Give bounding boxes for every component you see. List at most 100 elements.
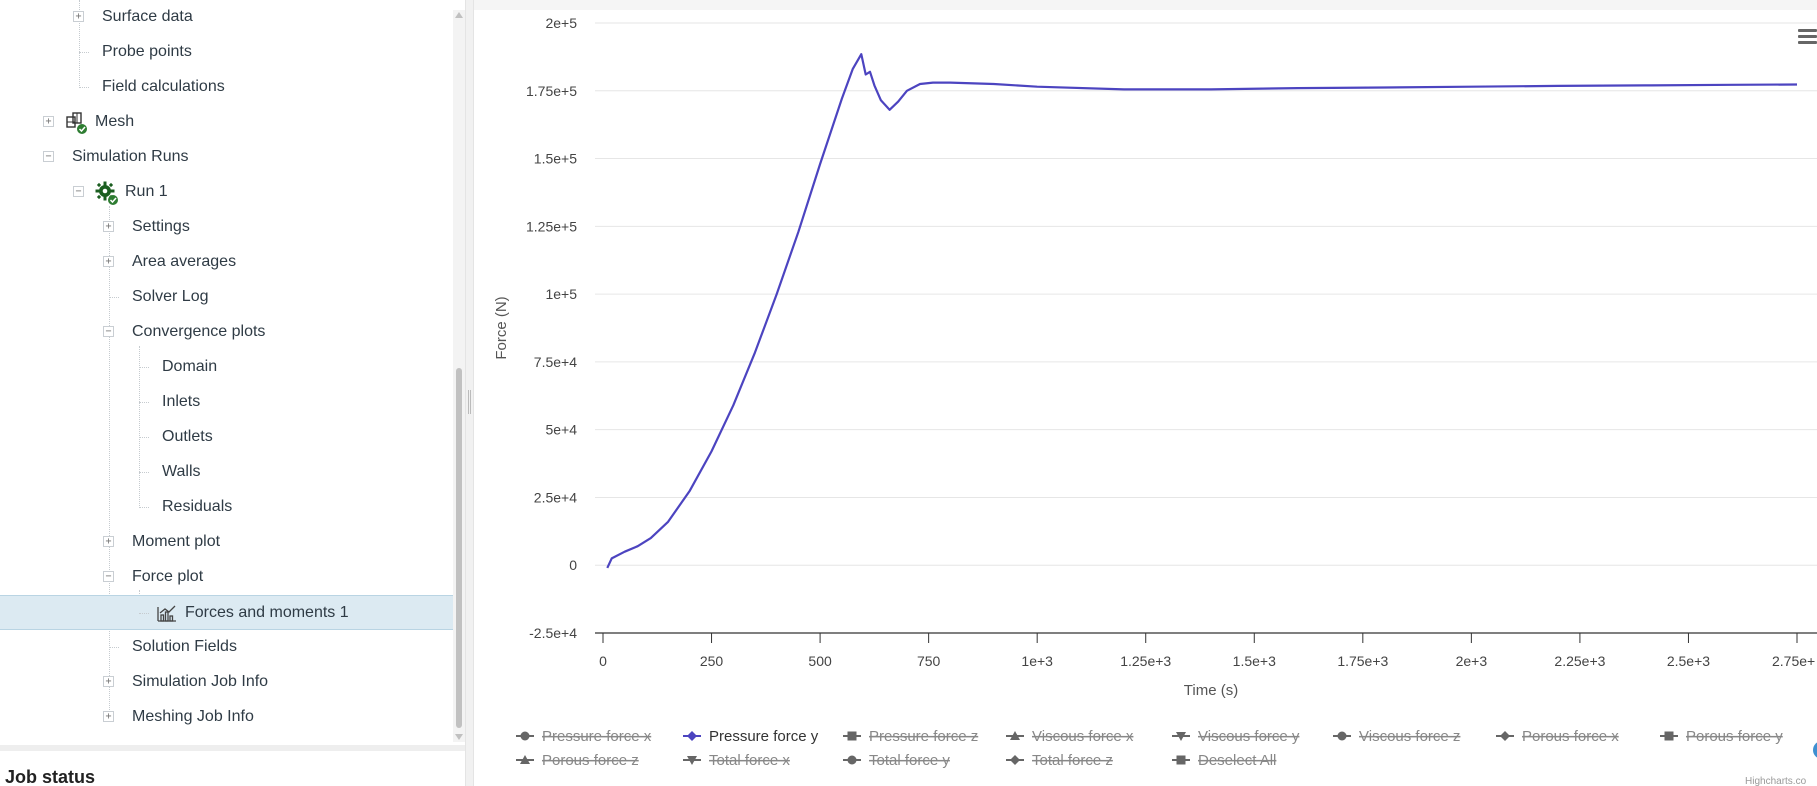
legend-diamond-icon[interactable] xyxy=(1010,755,1020,765)
tree-branch-line xyxy=(109,647,119,648)
tree-guide-line xyxy=(79,0,80,88)
legend-item-label[interactable]: Viscous force x xyxy=(1032,728,1134,745)
tree-item-solution-fields[interactable]: Solution Fields xyxy=(0,630,453,664)
tree-item-field-calculations[interactable]: Field calculations xyxy=(0,70,453,104)
collapse-icon[interactable]: − xyxy=(43,151,54,162)
tree-item-label: Solution Fields xyxy=(132,638,237,655)
legend-circle-icon[interactable] xyxy=(847,755,857,765)
tree-item-label: Forces and moments 1 xyxy=(185,604,349,621)
expand-icon[interactable]: + xyxy=(73,11,84,22)
expand-icon[interactable]: + xyxy=(103,256,114,267)
x-tick-label: 1e+3 xyxy=(1021,653,1053,669)
x-tick-label: 2.25e+3 xyxy=(1554,653,1605,669)
y-tick-label: 1.75e+5 xyxy=(526,83,577,99)
collapse-icon[interactable]: − xyxy=(73,186,84,197)
legend-item-label[interactable]: Total force y xyxy=(869,752,950,769)
legend-circle-icon[interactable] xyxy=(520,731,530,741)
tree-branch-line xyxy=(139,437,149,438)
gear-icon xyxy=(95,181,118,205)
edge-control-icon[interactable] xyxy=(1813,741,1817,759)
tree-scrollbar[interactable] xyxy=(453,10,465,742)
tree-item-label: Meshing Job Info xyxy=(132,708,254,725)
tree-item-settings[interactable]: + Settings xyxy=(0,210,453,244)
tree-item-label: Outlets xyxy=(162,428,213,445)
tree-item-forces-and-moments-1[interactable]: Forces and moments 1 xyxy=(0,595,453,630)
scroll-up-arrow-icon[interactable] xyxy=(455,12,463,18)
tree-item-area-averages[interactable]: + Area averages xyxy=(0,245,453,279)
legend-item-label[interactable]: Viscous force z xyxy=(1359,728,1460,745)
y-tick-label: 7.5e+4 xyxy=(534,354,577,370)
legend-item-label[interactable]: Pressure force x xyxy=(542,728,652,745)
tree-item-domain[interactable]: Domain xyxy=(0,350,453,384)
chart-top-strip xyxy=(474,0,1817,10)
legend-item-label[interactable]: Porous force z xyxy=(542,752,639,769)
x-tick-label: 1.5e+3 xyxy=(1233,653,1276,669)
tree-item-label: Solver Log xyxy=(132,288,209,305)
y-tick-label: 0 xyxy=(569,557,577,573)
collapse-icon[interactable]: − xyxy=(103,326,114,337)
legend-triangle-icon[interactable] xyxy=(520,755,530,764)
chart-panel xyxy=(474,0,1817,786)
splitter-grip-icon[interactable] xyxy=(468,390,471,414)
x-tick-label: 1.75e+3 xyxy=(1337,653,1388,669)
tree-item-moment-plot[interactable]: + Moment plot xyxy=(0,525,453,559)
series-line-pressure-force-y[interactable] xyxy=(606,53,1798,569)
legend-triangle-down-icon[interactable] xyxy=(1176,732,1186,741)
expand-icon[interactable]: + xyxy=(103,711,114,722)
tree-item-solver-log[interactable]: Solver Log xyxy=(0,280,453,314)
tree-item-label: Simulation Job Info xyxy=(132,673,269,690)
tree-guide-line xyxy=(139,346,140,508)
chart-credit[interactable]: Highcharts.co xyxy=(1745,776,1807,786)
scroll-thumb[interactable] xyxy=(456,368,462,728)
tree-item-label: Simulation Runs xyxy=(72,148,189,165)
tree-item-mesh[interactable]: + Mesh xyxy=(0,105,453,139)
tree-branch-line xyxy=(79,87,89,88)
legend-item-label[interactable]: Viscous force y xyxy=(1198,728,1300,745)
scroll-down-arrow-icon[interactable] xyxy=(455,734,463,740)
legend-item-label[interactable]: Total force z xyxy=(1032,752,1113,769)
legend-circle-icon[interactable] xyxy=(1337,731,1347,741)
legend-square-icon[interactable] xyxy=(847,731,857,741)
legend-square-icon[interactable] xyxy=(1176,755,1186,765)
tree-item-simulation-runs[interactable]: − Simulation Runs xyxy=(0,140,453,174)
chart-icon xyxy=(157,605,176,622)
collapse-icon[interactable]: − xyxy=(103,571,114,582)
panel-splitter[interactable] xyxy=(465,0,474,786)
expand-icon[interactable]: + xyxy=(103,536,114,547)
tree-item-run-1[interactable]: − Run 1 xyxy=(0,175,453,209)
legend-item-label[interactable]: Porous force y xyxy=(1686,728,1783,745)
tree-item-probe-points[interactable]: Probe points xyxy=(0,35,453,69)
legend-square-icon[interactable] xyxy=(1664,731,1674,741)
legend-triangle-icon[interactable] xyxy=(1010,731,1020,740)
tree-item-force-plot[interactable]: − Force plot xyxy=(0,560,453,594)
expand-icon[interactable]: + xyxy=(103,221,114,232)
legend-diamond-icon[interactable] xyxy=(687,731,697,741)
legend-triangle-down-icon[interactable] xyxy=(687,756,697,765)
y-tick-label: 1.25e+5 xyxy=(526,218,577,234)
tree-item-meshing-job-info[interactable]: + Meshing Job Info xyxy=(0,700,453,734)
chart-menu-icon[interactable] xyxy=(1798,29,1817,45)
legend-item-label[interactable]: Pressure force y xyxy=(709,728,819,745)
tree-item-walls[interactable]: Walls xyxy=(0,455,453,489)
legend-item-label[interactable]: Deselect All xyxy=(1198,752,1276,769)
tree-item-label: Field calculations xyxy=(102,78,225,95)
legend-item-label[interactable]: Total force x xyxy=(709,752,790,769)
legend-diamond-icon[interactable] xyxy=(1500,731,1510,741)
legend-item-label[interactable]: Porous force x xyxy=(1522,728,1619,745)
expand-icon[interactable]: + xyxy=(43,116,54,127)
tree-item-simulation-job-info[interactable]: + Simulation Job Info xyxy=(0,665,453,699)
job-status-section: Job status xyxy=(0,745,465,786)
expand-icon[interactable]: + xyxy=(103,676,114,687)
tree-item-surface-data[interactable]: + Surface data xyxy=(0,0,453,34)
tree-branch-line xyxy=(139,402,149,403)
tree-item-inlets[interactable]: Inlets xyxy=(0,385,453,419)
x-tick-label: 250 xyxy=(700,653,724,669)
tree-item-label: Inlets xyxy=(162,393,201,410)
tree-branch-line xyxy=(79,52,89,53)
tree-item-outlets[interactable]: Outlets xyxy=(0,420,453,454)
tree-item-label: Area averages xyxy=(132,253,237,270)
legend-item-label[interactable]: Pressure force z xyxy=(869,728,978,745)
tree-item-residuals[interactable]: Residuals xyxy=(0,490,453,524)
x-tick-label: 750 xyxy=(917,653,941,669)
tree-item-convergence-plots[interactable]: − Convergence plots xyxy=(0,315,453,349)
